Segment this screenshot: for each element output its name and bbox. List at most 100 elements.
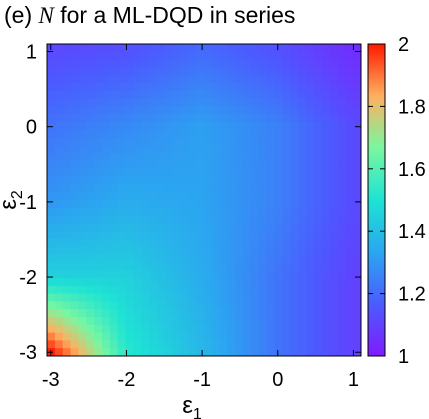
- heatmap-cell: [172, 145, 182, 154]
- heatmap-cell: [266, 254, 276, 263]
- heatmap-cell: [180, 122, 189, 131]
- heatmap-cell: [196, 44, 205, 53]
- heatmap-cell: [188, 192, 197, 201]
- heatmap-cell: [227, 51, 236, 61]
- heatmap-cell: [282, 184, 291, 193]
- heatmap-cell: [266, 176, 276, 185]
- heatmap-cell: [164, 348, 174, 356]
- title-rest: for a ML-DQD in series: [60, 2, 296, 28]
- heatmap-cell: [149, 231, 158, 240]
- heatmap-cell: [117, 309, 127, 318]
- heatmap-cell: [306, 51, 315, 61]
- heatmap-cell: [204, 75, 213, 84]
- heatmap-cell: [211, 270, 221, 279]
- heatmap-cell: [86, 67, 95, 76]
- heatmap-cell: [306, 324, 315, 334]
- heatmap-cell: [211, 98, 221, 107]
- heatmap-cell: [196, 83, 205, 92]
- heatmap-cell: [78, 223, 87, 232]
- heatmap-cell: [298, 153, 307, 162]
- heatmap-cell: [251, 348, 260, 356]
- heatmap-cell: [306, 254, 315, 263]
- x-axis-label-base: ε: [182, 392, 193, 419]
- heatmap-cell: [306, 75, 315, 84]
- heatmap-cell: [266, 262, 276, 271]
- heatmap-cell: [274, 75, 284, 84]
- heatmap-cell: [109, 192, 119, 201]
- heatmap-cell: [54, 90, 64, 100]
- heatmap-cell: [156, 153, 166, 162]
- heatmap-cell: [125, 98, 134, 107]
- chart-title: (e) N for a ML-DQD in series: [4, 0, 295, 31]
- heatmap-cell: [243, 223, 252, 232]
- heatmap-cell: [70, 246, 79, 256]
- heatmap-cell: [313, 98, 323, 107]
- heatmap-cell: [227, 129, 236, 139]
- heatmap-cell: [266, 215, 276, 224]
- heatmap-cell: [94, 348, 103, 356]
- heatmap-cell: [141, 270, 150, 279]
- heatmap-cell: [227, 176, 236, 185]
- heatmap-cell: [258, 153, 268, 162]
- heatmap-cell: [290, 348, 299, 356]
- heatmap-cell: [219, 137, 229, 146]
- heatmap-cell: [125, 51, 134, 61]
- heatmap-cell: [290, 246, 299, 256]
- heatmap-cell: [172, 254, 182, 263]
- heatmap-cell: [298, 106, 307, 115]
- heatmap-cell: [133, 239, 142, 248]
- heatmap-cell: [180, 106, 189, 115]
- heatmap-cell: [196, 75, 205, 84]
- heatmap-cell: [78, 207, 87, 217]
- heatmap-cell: [243, 83, 252, 92]
- heatmap-cell: [117, 200, 127, 209]
- heatmap-cell: [337, 293, 346, 302]
- heatmap-cell: [86, 129, 95, 139]
- heatmap-cell: [180, 309, 189, 318]
- heatmap-cell: [211, 207, 221, 217]
- heatmap-cell: [62, 161, 72, 170]
- heatmap-cell: [258, 192, 268, 201]
- heatmap-cell: [251, 215, 260, 224]
- heatmap-cell: [337, 246, 346, 256]
- heatmap-cell: [345, 317, 354, 326]
- heatmap-cell: [219, 168, 229, 178]
- heatmap-cell: [243, 324, 252, 334]
- heatmap-cell: [329, 270, 339, 279]
- heatmap-cell: [306, 231, 315, 240]
- heatmap-cell: [70, 83, 79, 92]
- heatmap-cell: [172, 83, 182, 92]
- heatmap-cell: [156, 348, 166, 356]
- heatmap-cell: [117, 332, 127, 341]
- heatmap-cell: [180, 317, 189, 326]
- heatmap-cell: [188, 215, 197, 224]
- heatmap-cell: [172, 161, 182, 170]
- heatmap-cell: [62, 44, 72, 53]
- heatmap-cell: [243, 44, 252, 53]
- heatmap-cell: [321, 44, 331, 53]
- heatmap-cell: [70, 207, 79, 217]
- heatmap-cell: [274, 83, 284, 92]
- heatmap-cell: [141, 161, 150, 170]
- heatmap-cell: [164, 285, 174, 295]
- heatmap-cell: [156, 239, 166, 248]
- heatmap-cell: [274, 106, 284, 115]
- heatmap-cell: [172, 137, 182, 146]
- heatmap-cell: [313, 215, 323, 224]
- heatmap-cell: [86, 348, 95, 356]
- heatmap-cell: [251, 262, 260, 271]
- heatmap-cell: [125, 114, 134, 123]
- heatmap-cell: [266, 168, 276, 178]
- heatmap-cell: [243, 285, 252, 295]
- heatmap-cell: [196, 145, 205, 154]
- heatmap-cell: [306, 317, 315, 326]
- heatmap-cell: [188, 317, 197, 326]
- heatmap-cell: [141, 122, 150, 131]
- heatmap-cell: [313, 223, 323, 232]
- heatmap-cell: [164, 67, 174, 76]
- heatmap-cell: [345, 184, 354, 193]
- heatmap-cell: [141, 207, 150, 217]
- heatmap-cell: [211, 90, 221, 100]
- heatmap-cell: [156, 293, 166, 302]
- heatmap-cell: [47, 75, 56, 84]
